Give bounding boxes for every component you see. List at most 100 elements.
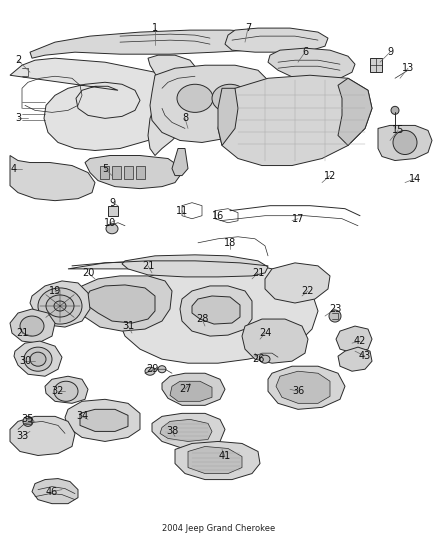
Polygon shape xyxy=(108,206,118,216)
Ellipse shape xyxy=(46,295,74,317)
Text: 22: 22 xyxy=(302,286,314,296)
Polygon shape xyxy=(378,125,432,160)
Text: 24: 24 xyxy=(259,328,271,338)
Polygon shape xyxy=(30,30,268,58)
Text: 2: 2 xyxy=(15,55,21,65)
Text: 6: 6 xyxy=(302,47,308,57)
Text: 14: 14 xyxy=(409,174,421,183)
Text: 41: 41 xyxy=(219,451,231,462)
Polygon shape xyxy=(10,156,95,200)
Polygon shape xyxy=(160,419,212,441)
Text: 27: 27 xyxy=(179,384,191,394)
Text: 8: 8 xyxy=(182,114,188,123)
Polygon shape xyxy=(45,376,88,403)
Text: 16: 16 xyxy=(212,211,224,221)
Polygon shape xyxy=(180,286,252,336)
Polygon shape xyxy=(268,366,345,409)
Text: 5: 5 xyxy=(102,164,108,174)
Polygon shape xyxy=(122,255,268,277)
Polygon shape xyxy=(10,58,185,150)
Polygon shape xyxy=(32,479,78,504)
Ellipse shape xyxy=(23,416,33,426)
Polygon shape xyxy=(10,416,75,456)
Ellipse shape xyxy=(106,224,118,234)
Polygon shape xyxy=(85,285,155,323)
Ellipse shape xyxy=(177,84,213,112)
Text: 7: 7 xyxy=(245,23,251,33)
Text: 28: 28 xyxy=(196,314,208,324)
Polygon shape xyxy=(112,166,121,179)
Polygon shape xyxy=(218,88,238,146)
Polygon shape xyxy=(85,156,180,189)
Text: 29: 29 xyxy=(146,364,158,374)
Polygon shape xyxy=(175,441,260,480)
Ellipse shape xyxy=(145,367,155,375)
Text: 38: 38 xyxy=(166,426,178,437)
Text: 3: 3 xyxy=(15,114,21,123)
Text: 42: 42 xyxy=(354,336,366,346)
Polygon shape xyxy=(192,296,240,324)
Ellipse shape xyxy=(54,381,78,401)
Polygon shape xyxy=(276,371,330,403)
Polygon shape xyxy=(268,48,355,80)
Text: 36: 36 xyxy=(292,386,304,396)
Ellipse shape xyxy=(158,366,166,373)
Polygon shape xyxy=(218,75,372,166)
Polygon shape xyxy=(75,276,172,331)
Text: 1: 1 xyxy=(152,23,158,33)
Text: 43: 43 xyxy=(359,351,371,361)
Polygon shape xyxy=(65,399,140,441)
Text: 35: 35 xyxy=(22,414,34,424)
Text: 20: 20 xyxy=(82,268,94,278)
Text: 4: 4 xyxy=(11,164,17,174)
Ellipse shape xyxy=(329,310,341,322)
Text: 11: 11 xyxy=(176,206,188,216)
Text: 21: 21 xyxy=(142,261,154,271)
Ellipse shape xyxy=(393,131,417,155)
Ellipse shape xyxy=(391,107,399,115)
Polygon shape xyxy=(242,319,308,363)
Text: 34: 34 xyxy=(76,411,88,422)
Polygon shape xyxy=(80,409,128,431)
Text: 2004 Jeep Grand Cherokee: 2004 Jeep Grand Cherokee xyxy=(162,524,276,532)
Text: 32: 32 xyxy=(52,386,64,396)
Polygon shape xyxy=(100,166,109,179)
Text: 9: 9 xyxy=(109,198,115,208)
Polygon shape xyxy=(338,347,372,371)
Polygon shape xyxy=(10,309,55,343)
Polygon shape xyxy=(150,65,268,142)
Text: 13: 13 xyxy=(402,63,414,73)
Ellipse shape xyxy=(212,84,248,112)
Text: 30: 30 xyxy=(19,356,31,366)
Ellipse shape xyxy=(24,347,52,371)
Polygon shape xyxy=(30,281,90,327)
Text: 46: 46 xyxy=(46,487,58,497)
Text: 12: 12 xyxy=(324,171,336,181)
Polygon shape xyxy=(162,373,225,405)
Polygon shape xyxy=(336,326,372,353)
Polygon shape xyxy=(148,55,198,156)
Text: 21: 21 xyxy=(252,268,264,278)
Text: 18: 18 xyxy=(224,238,236,248)
Ellipse shape xyxy=(30,352,46,366)
Text: 23: 23 xyxy=(329,304,341,314)
Polygon shape xyxy=(152,414,225,448)
Ellipse shape xyxy=(38,288,82,324)
Polygon shape xyxy=(225,28,328,52)
Ellipse shape xyxy=(20,67,30,77)
Ellipse shape xyxy=(54,301,66,311)
Text: 19: 19 xyxy=(49,286,61,296)
Polygon shape xyxy=(265,263,330,303)
Text: 17: 17 xyxy=(292,214,304,224)
Text: 31: 31 xyxy=(122,321,134,331)
Text: 21: 21 xyxy=(16,328,28,338)
Polygon shape xyxy=(124,166,133,179)
Polygon shape xyxy=(338,78,372,146)
Polygon shape xyxy=(172,149,188,175)
Polygon shape xyxy=(136,166,145,179)
Polygon shape xyxy=(170,381,212,401)
Polygon shape xyxy=(14,341,62,376)
Text: 15: 15 xyxy=(392,125,404,135)
Ellipse shape xyxy=(260,355,270,363)
Ellipse shape xyxy=(20,316,44,336)
